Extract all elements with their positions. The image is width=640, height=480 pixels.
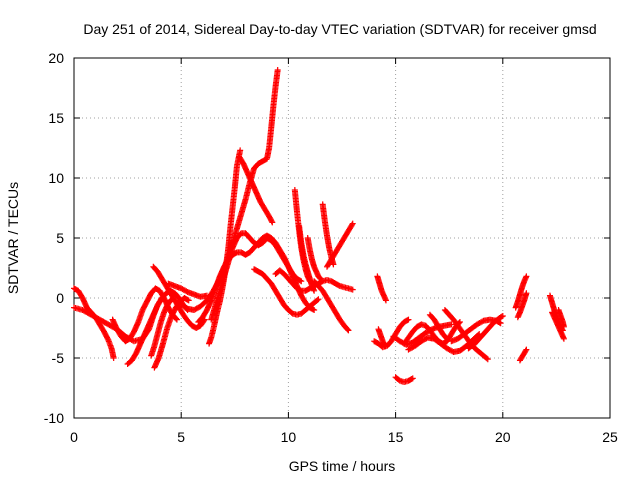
series-track-14 <box>251 266 322 318</box>
series-track-34 <box>514 290 530 321</box>
y-tick-label: 0 <box>56 290 64 306</box>
x-tick-label: 20 <box>495 429 511 445</box>
data-point <box>330 261 337 268</box>
data-point <box>349 286 356 293</box>
data-point <box>560 323 567 330</box>
data-point <box>497 320 504 327</box>
series-track-18 <box>304 235 324 282</box>
series-track-08 <box>165 280 210 300</box>
data-point <box>448 321 455 328</box>
data-point <box>274 67 281 73</box>
data-point <box>345 327 352 334</box>
data-point <box>237 147 244 154</box>
tick-layer: 0 5 10 15 20 25 -10 -5 0 5 10 15 20 <box>44 50 618 445</box>
y-tick-label: -5 <box>52 350 65 366</box>
series-track-33 <box>512 273 530 311</box>
data-point <box>268 218 275 225</box>
series-track-35 <box>516 346 530 364</box>
series-track-28 <box>405 331 483 355</box>
data-point <box>173 316 180 323</box>
data-point <box>522 347 529 354</box>
data-point <box>523 346 530 353</box>
data-point <box>381 343 388 349</box>
data-point <box>185 297 192 304</box>
data-point <box>405 316 412 323</box>
data-point <box>409 375 416 382</box>
series-track-19 <box>319 201 337 268</box>
data-point <box>317 275 324 282</box>
series-track-32 <box>465 313 506 352</box>
data-point <box>269 219 276 226</box>
series-track-20 <box>311 278 352 334</box>
x-tick-label: 0 <box>70 429 78 445</box>
x-axis-label: GPS time / hours <box>289 458 396 474</box>
chart-title: Day 251 of 2014, Sidereal Day-to-day VTE… <box>83 21 596 37</box>
series-track-11 <box>236 153 276 226</box>
data-point <box>315 296 322 303</box>
data-point <box>483 355 490 362</box>
data-point <box>298 278 305 285</box>
data-point <box>560 335 567 342</box>
data-point <box>484 356 491 363</box>
y-tick-label: -10 <box>44 410 64 426</box>
series-track-38 <box>555 307 567 330</box>
data-point <box>311 307 318 313</box>
series-track-37 <box>549 309 567 342</box>
data-point <box>499 313 506 319</box>
points-layer <box>71 67 567 385</box>
series-track-03 <box>109 285 180 345</box>
y-tick-label: 15 <box>48 110 64 126</box>
data-point <box>349 220 356 227</box>
series-track-29 <box>426 311 451 342</box>
y-tick-label: 5 <box>56 230 64 246</box>
y-tick-label: 10 <box>48 170 64 186</box>
x-tick-label: 25 <box>602 429 618 445</box>
data-point <box>523 290 530 297</box>
series-track-24 <box>374 273 389 304</box>
data-point <box>344 326 351 333</box>
data-point <box>314 297 321 304</box>
data-point <box>110 355 117 361</box>
data-point <box>311 287 318 294</box>
series-track-13 <box>195 232 318 325</box>
x-tick-label: 5 <box>177 429 185 445</box>
x-tick-label: 15 <box>388 429 404 445</box>
y-axis-label: SDTVAR / TECUs <box>5 182 21 294</box>
y-tick-label: 20 <box>48 50 64 66</box>
data-point <box>382 297 389 304</box>
data-point <box>316 275 323 281</box>
data-point <box>443 334 450 341</box>
data-point <box>444 335 451 342</box>
series-track-17 <box>296 223 318 294</box>
series-track-21 <box>323 220 356 270</box>
data-point <box>523 273 530 280</box>
x-tick-label: 10 <box>281 429 297 445</box>
data-point <box>173 315 180 322</box>
data-point <box>349 221 356 228</box>
series-track-23 <box>375 326 388 349</box>
series-track-26 <box>392 374 416 385</box>
